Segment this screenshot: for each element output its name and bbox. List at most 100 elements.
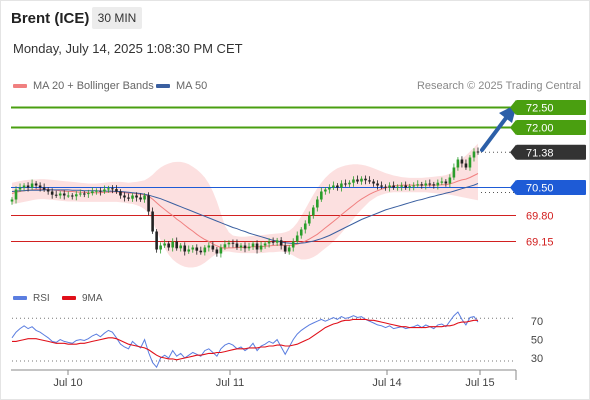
candle-body [368,180,371,182]
rsi-tick-50: 50 [531,335,543,347]
candle-body [400,185,403,187]
candle-body [50,191,54,195]
candle-body [34,183,38,186]
candle-body [211,245,215,250]
candle-body [195,247,199,251]
candle-body [191,247,195,250]
candle-body [259,245,263,250]
candle-body [440,181,444,183]
ma9-legend-swatch [62,296,76,301]
candle-body [30,183,34,188]
candle-body [424,183,428,186]
candle-body [263,243,267,246]
ma50-legend-swatch [156,84,170,89]
timeframe-button[interactable]: 30 MIN [92,7,142,29]
candle-body [396,186,399,188]
candle-body [131,195,134,199]
candle-body [38,185,42,188]
candle-body [78,193,82,195]
candle-body [107,188,110,190]
rsi-ma9-line [12,318,478,361]
instrument-title: Brent (ICE) [11,10,90,27]
last-price-label: 71.38 [526,147,554,159]
candle-body [436,182,440,186]
candle-body [203,247,207,253]
candle-body [307,215,311,224]
level-label-72-50: 72.50 [526,103,554,115]
candle-body [143,195,146,200]
candle-body [66,195,70,197]
level-tag-notch [510,120,516,135]
candle-body [316,199,319,208]
candle-body [324,189,327,192]
candle-body [291,241,295,248]
candle-body [472,151,476,158]
candle-body [62,193,66,196]
candle-body [155,231,158,250]
candle-body [299,229,303,236]
rsi-legend-label: RSI [33,293,50,304]
candle-body [376,183,379,186]
candle-body [352,179,355,183]
candle-body [336,185,339,188]
candle-body [452,167,456,178]
ma50-legend-label: MA 50 [176,80,208,92]
level-tag-notch [510,100,516,115]
candle-body [91,191,94,194]
candle-body [219,247,223,254]
candle-body [251,243,255,247]
candle-body [344,183,347,185]
rsi-tick-30: 30 [531,353,543,365]
datetime-label: Monday, July 14, 2025 1:08:30 PM CET [13,41,243,56]
candle-body [476,151,480,153]
candle-body [267,241,271,244]
candle-body [127,197,130,199]
candle-body [70,195,74,197]
candle-body [18,187,22,190]
candle-body [340,183,343,188]
candle-body [460,159,464,164]
candle-body [119,191,122,196]
candle-body [311,207,315,216]
ma20-legend: MA 20 + Bollinger Bands [13,80,154,92]
candle-body [26,185,30,188]
candle-body [215,249,219,254]
candle-body [372,181,375,184]
candle-body [380,185,383,187]
candle-body [287,247,291,252]
level-label-69-15: 69.15 [526,237,554,249]
candle-body [420,184,424,186]
level-label-69-80: 69.80 [526,211,554,223]
candle-body [468,157,472,168]
candle-body [275,240,279,243]
candle-body [179,245,183,249]
candle-body [163,243,166,246]
x-tick-label: Jul 10 [53,377,82,389]
rsi-tick-70: 70 [531,316,543,328]
candle-body [58,193,62,196]
candle-body [392,185,395,188]
last-price-tag-notch [510,144,516,160]
ma20-legend-swatch [13,84,27,89]
candle-body [332,185,335,188]
level-tag-72-50 [516,100,586,115]
candle-body [95,190,98,192]
candle-body [255,243,259,250]
candle-body [404,185,407,188]
candle-body [416,184,420,186]
candle-body [159,245,162,250]
candle-body [151,211,154,232]
candle-body [247,246,251,249]
candle-body [147,195,150,212]
projection-arrow-line [480,116,508,152]
bollinger-band-fill [12,143,478,268]
candle-body [223,244,227,248]
x-tick-label: Jul 15 [465,377,494,389]
candle-body [303,223,307,230]
candle-body [183,245,187,252]
candle-body [123,195,126,198]
ma9-legend-label: 9MA [82,293,103,304]
candle-body [111,188,114,190]
candle-body [328,187,331,190]
